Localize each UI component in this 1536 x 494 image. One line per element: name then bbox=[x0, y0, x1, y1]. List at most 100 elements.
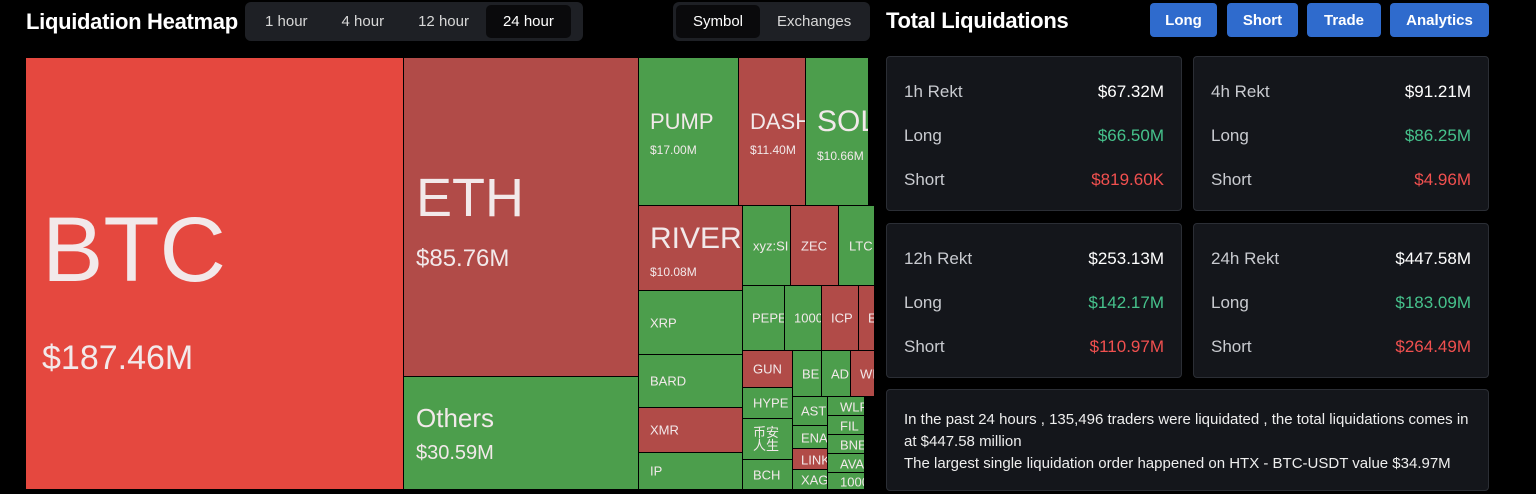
tile-label: 1000 bbox=[840, 474, 864, 490]
tile-label: XAG bbox=[801, 472, 828, 488]
heatmap-tile[interactable]: FIL bbox=[828, 416, 865, 435]
heatmap-title: Liquidation Heatmap bbox=[26, 9, 238, 34]
heatmap-tile[interactable]: PUMP $17.00M bbox=[639, 58, 739, 206]
heatmap-tile[interactable]: xyz:SI bbox=[743, 206, 791, 286]
card-row: Short $264.49M bbox=[1211, 337, 1471, 357]
heatmap-tile[interactable]: ICP bbox=[822, 286, 859, 351]
heatmap-tile[interactable]: PEPE bbox=[743, 286, 785, 351]
card-row: Short $110.97M bbox=[904, 337, 1164, 357]
heatmap-tile[interactable]: ENA bbox=[793, 426, 828, 449]
tile-value: $187.46M bbox=[42, 339, 194, 377]
note-box: In the past 24 hours , 135,496 traders w… bbox=[886, 389, 1489, 491]
heatmap-tile[interactable]: Others $30.59M bbox=[404, 377, 639, 490]
tile-label: PEPE bbox=[752, 310, 785, 326]
row-value: $264.49M bbox=[1395, 337, 1471, 356]
heatmap-tile[interactable]: ETH $85.76M bbox=[404, 58, 639, 377]
row-label: Long bbox=[904, 293, 942, 312]
heatmap-tile[interactable]: RIVER $10.08M bbox=[639, 206, 743, 291]
tile-label: AD bbox=[831, 366, 850, 382]
tile-label: BE bbox=[802, 366, 820, 382]
heatmap-tile[interactable]: BTC $187.46M bbox=[26, 58, 404, 490]
heatmap-tile[interactable]: DASH $11.40M bbox=[739, 58, 806, 206]
heatmap-tile[interactable]: WI bbox=[851, 351, 875, 397]
heatmap-tile[interactable]: XRP bbox=[639, 291, 743, 355]
heatmap-tile[interactable]: HYPE bbox=[743, 388, 793, 419]
tile-label: ICP bbox=[831, 310, 853, 326]
card-row: Long $86.25M bbox=[1211, 126, 1471, 146]
row-label: Long bbox=[904, 126, 942, 145]
note-line: In the past 24 hours , 135,496 traders w… bbox=[904, 411, 1469, 450]
tile-label: Others bbox=[416, 403, 495, 433]
heatmap-tile[interactable]: 币安人生 bbox=[743, 419, 793, 460]
heatmap-tile[interactable]: BNE bbox=[828, 435, 865, 454]
tile-label: XMR bbox=[650, 422, 679, 438]
row-value: $142.17M bbox=[1088, 293, 1164, 312]
action-button[interactable]: Trade bbox=[1307, 3, 1381, 37]
heatmap-tile[interactable]: WLF bbox=[828, 397, 865, 416]
heatmap-tile[interactable]: E bbox=[859, 286, 875, 351]
heatmap-tile[interactable]: XMR bbox=[639, 408, 743, 453]
row-label: 24h Rekt bbox=[1211, 249, 1280, 268]
tile-label: LINK bbox=[801, 452, 828, 468]
tile-label: 1000 bbox=[794, 310, 822, 326]
card-row: Short $819.60K bbox=[904, 170, 1164, 190]
heatmap-tile[interactable]: IP bbox=[639, 453, 743, 490]
row-label: 1h Rekt bbox=[904, 82, 963, 101]
row-value: $447.58M bbox=[1395, 249, 1471, 268]
row-value: $66.50M bbox=[1097, 126, 1164, 145]
summary-title: Total Liquidations bbox=[886, 8, 1069, 33]
tile-label: HYPE bbox=[753, 395, 789, 411]
tile-value: $10.66M bbox=[817, 149, 864, 163]
heatmap-tile[interactable]: 1000 bbox=[785, 286, 822, 351]
tile-label: E bbox=[868, 312, 874, 325]
heatmap-tile[interactable]: AST bbox=[793, 397, 828, 426]
row-label: Long bbox=[1211, 293, 1249, 312]
heatmap-tile[interactable]: XAG bbox=[793, 470, 828, 490]
view-tab[interactable]: Exchanges bbox=[777, 13, 852, 30]
timeframe-tab[interactable]: 12 hour bbox=[418, 13, 469, 30]
heatmap-tile[interactable]: GUN bbox=[743, 351, 793, 388]
tile-label: AVA bbox=[840, 456, 865, 472]
row-label: Short bbox=[904, 170, 945, 189]
row-label: 4h Rekt bbox=[1211, 82, 1270, 101]
heatmap-tile[interactable]: BCH bbox=[743, 460, 793, 490]
tile-label: ETH bbox=[416, 168, 524, 228]
heatmap-tile[interactable]: BE bbox=[793, 351, 822, 397]
tile-value: $85.76M bbox=[416, 245, 510, 272]
row-value: $86.25M bbox=[1404, 126, 1471, 145]
card-row: Long $142.17M bbox=[904, 293, 1164, 313]
note-line: The largest single liquidation order hap… bbox=[904, 455, 1451, 472]
heatmap-tile[interactable]: 1000 bbox=[828, 473, 865, 490]
tile-label: ENA bbox=[801, 430, 828, 446]
tile-label: RIVER bbox=[650, 222, 742, 255]
tile-label: AST bbox=[801, 403, 827, 419]
tile-label: GUN bbox=[753, 361, 782, 377]
heatmap-tile[interactable]: AD bbox=[822, 351, 851, 397]
heatmap-tile[interactable]: ZEC bbox=[791, 206, 839, 286]
action-button[interactable]: Long bbox=[1150, 3, 1217, 37]
tile-label: BCH bbox=[753, 467, 781, 483]
timeframe-tab[interactable]: 1 hour bbox=[265, 13, 308, 30]
row-label: Short bbox=[1211, 337, 1252, 356]
view-tabs: Symbol Exchanges bbox=[673, 2, 870, 41]
row-label: 12h Rekt bbox=[904, 249, 973, 268]
row-value: $819.60K bbox=[1091, 170, 1164, 189]
tile-label: WI bbox=[860, 366, 875, 382]
heatmap-tile[interactable]: BARD bbox=[639, 355, 743, 408]
tile-label: PUMP bbox=[650, 109, 714, 134]
row-value: $253.13M bbox=[1088, 249, 1164, 268]
timeframe-tab[interactable]: 24 hour bbox=[485, 5, 571, 38]
action-button[interactable]: Analytics bbox=[1390, 3, 1489, 37]
timeframe-tab[interactable]: 4 hour bbox=[341, 13, 385, 30]
heatmap-tile[interactable]: LINK bbox=[793, 449, 828, 470]
view-tab[interactable]: Symbol bbox=[676, 5, 761, 38]
action-button[interactable]: Short bbox=[1227, 3, 1298, 37]
tile-label: SOL bbox=[817, 105, 868, 138]
heatmap-tile[interactable]: SOL $10.66M bbox=[806, 58, 869, 206]
row-label: Short bbox=[904, 337, 945, 356]
heatmap-tile[interactable]: AVA bbox=[828, 454, 865, 473]
heatmap-tile[interactable]: LTC bbox=[839, 206, 875, 286]
card-row: 4h Rekt $91.21M bbox=[1211, 82, 1471, 102]
row-value: $4.96M bbox=[1414, 170, 1471, 189]
